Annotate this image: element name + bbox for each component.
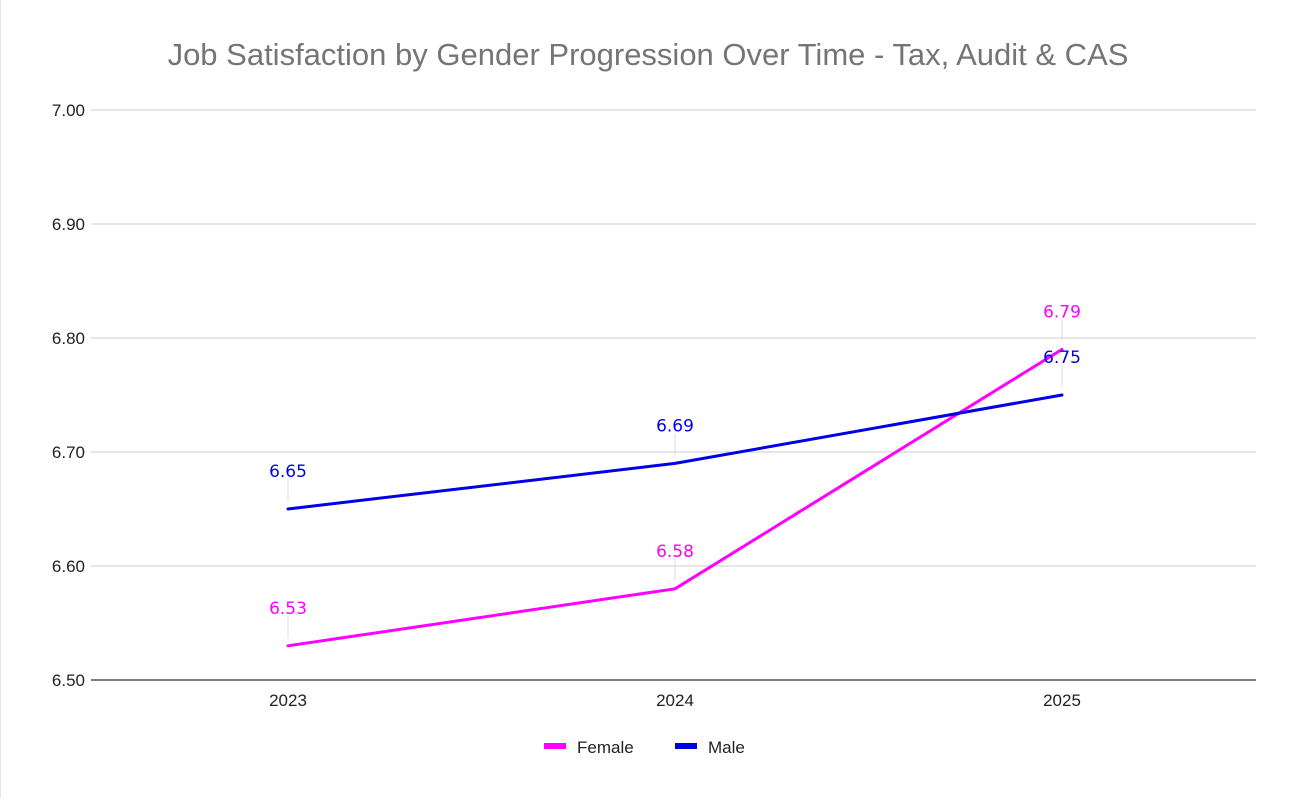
y-tick-label: 6.70 — [52, 443, 85, 462]
legend-swatch-female — [544, 743, 566, 749]
y-tick-label: 6.50 — [52, 671, 85, 690]
chart-title: Job Satisfaction by Gender Progression O… — [168, 37, 1129, 72]
legend-label-female: Female — [577, 738, 634, 757]
x-tick-label: 2025 — [1043, 691, 1081, 710]
x-axis-ticks: 2023 2024 2025 — [269, 691, 1081, 710]
data-labels: 6.53 6.58 6.79 6.65 6.69 6.75 — [269, 302, 1081, 638]
data-label-female: 6.79 — [1043, 302, 1081, 322]
data-label-female: 6.53 — [269, 599, 307, 619]
series-line-female — [286, 347, 1064, 648]
y-tick-label: 6.90 — [52, 215, 85, 234]
legend-label-male: Male — [708, 738, 745, 757]
legend-swatch-male — [675, 743, 697, 749]
series-lines — [286, 347, 1064, 648]
data-label-male: 6.65 — [269, 462, 307, 482]
y-axis-ticks: 6.50 6.60 6.70 6.80 6.90 7.00 — [52, 101, 85, 690]
y-tick-label: 7.00 — [52, 101, 85, 120]
data-label-female: 6.58 — [656, 542, 694, 562]
x-tick-label: 2024 — [656, 691, 694, 710]
series-line-male — [286, 393, 1064, 511]
y-tick-label: 6.80 — [52, 329, 85, 348]
data-label-male: 6.75 — [1043, 348, 1081, 368]
gridlines — [91, 109, 1256, 681]
x-tick-label: 2023 — [269, 691, 307, 710]
data-label-male: 6.69 — [656, 416, 694, 436]
legend: Female Male — [544, 738, 745, 757]
y-tick-label: 6.60 — [52, 557, 85, 576]
